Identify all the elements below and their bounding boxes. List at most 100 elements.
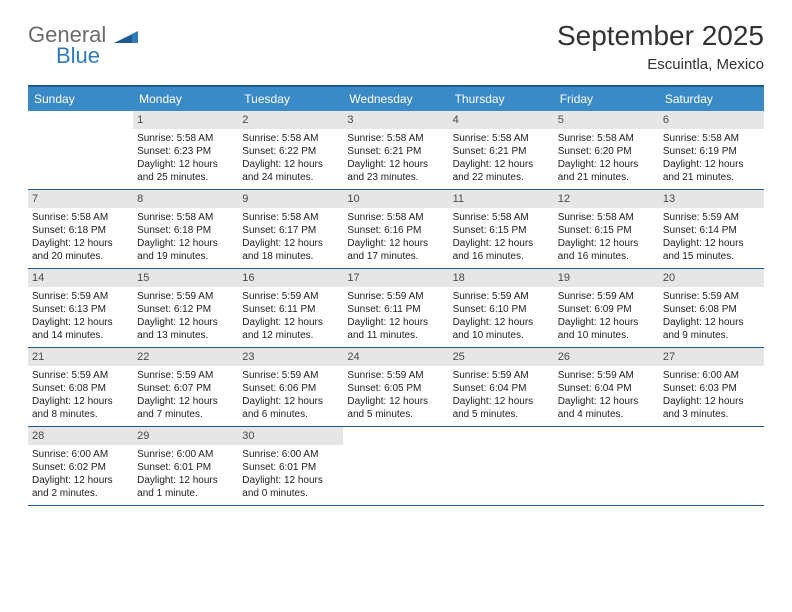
daylight-line: Daylight: 12 hours and 16 minutes. (558, 237, 655, 263)
sunset-line: Sunset: 6:13 PM (32, 303, 129, 316)
day-cell: 15Sunrise: 5:59 AMSunset: 6:12 PMDayligh… (133, 269, 238, 347)
daylight-line: Daylight: 12 hours and 12 minutes. (242, 316, 339, 342)
day-cell: 30Sunrise: 6:00 AMSunset: 6:01 PMDayligh… (238, 427, 343, 505)
daylight-line: Daylight: 12 hours and 16 minutes. (453, 237, 550, 263)
day-number (659, 427, 764, 445)
sunrise-line: Sunrise: 5:59 AM (32, 369, 129, 382)
day-content: Sunrise: 5:58 AMSunset: 6:18 PMDaylight:… (28, 208, 133, 267)
daylight-line: Daylight: 12 hours and 22 minutes. (453, 158, 550, 184)
day-cell: 25Sunrise: 5:59 AMSunset: 6:04 PMDayligh… (449, 348, 554, 426)
day-cell (343, 427, 448, 505)
day-content: Sunrise: 5:59 AMSunset: 6:11 PMDaylight:… (343, 287, 448, 346)
sunset-line: Sunset: 6:19 PM (663, 145, 760, 158)
daylight-line: Daylight: 12 hours and 20 minutes. (32, 237, 129, 263)
sunset-line: Sunset: 6:23 PM (137, 145, 234, 158)
day-cell: 19Sunrise: 5:59 AMSunset: 6:09 PMDayligh… (554, 269, 659, 347)
day-cell: 23Sunrise: 5:59 AMSunset: 6:06 PMDayligh… (238, 348, 343, 426)
sunrise-line: Sunrise: 5:59 AM (347, 369, 444, 382)
calendar-page: General Blue September 2025 Escuintla, M… (0, 0, 792, 526)
sunrise-line: Sunrise: 5:59 AM (137, 290, 234, 303)
day-content: Sunrise: 5:59 AMSunset: 6:08 PMDaylight:… (659, 287, 764, 346)
day-number: 19 (554, 269, 659, 287)
sunrise-line: Sunrise: 5:58 AM (558, 132, 655, 145)
day-number: 25 (449, 348, 554, 366)
day-cell: 28Sunrise: 6:00 AMSunset: 6:02 PMDayligh… (28, 427, 133, 505)
day-number (343, 427, 448, 445)
sunrise-line: Sunrise: 6:00 AM (242, 448, 339, 461)
day-cell (449, 427, 554, 505)
day-cell: 6Sunrise: 5:58 AMSunset: 6:19 PMDaylight… (659, 111, 764, 189)
day-content: Sunrise: 5:58 AMSunset: 6:19 PMDaylight:… (659, 129, 764, 188)
day-number: 30 (238, 427, 343, 445)
day-number: 29 (133, 427, 238, 445)
week-row: 14Sunrise: 5:59 AMSunset: 6:13 PMDayligh… (28, 269, 764, 348)
day-number: 15 (133, 269, 238, 287)
day-number: 8 (133, 190, 238, 208)
sunrise-line: Sunrise: 6:00 AM (663, 369, 760, 382)
day-cell: 26Sunrise: 5:59 AMSunset: 6:04 PMDayligh… (554, 348, 659, 426)
day-content: Sunrise: 5:59 AMSunset: 6:05 PMDaylight:… (343, 366, 448, 425)
daylight-line: Daylight: 12 hours and 0 minutes. (242, 474, 339, 500)
week-row: 21Sunrise: 5:59 AMSunset: 6:08 PMDayligh… (28, 348, 764, 427)
day-number: 23 (238, 348, 343, 366)
sunrise-line: Sunrise: 5:58 AM (453, 132, 550, 145)
day-cell: 21Sunrise: 5:59 AMSunset: 6:08 PMDayligh… (28, 348, 133, 426)
day-cell: 17Sunrise: 5:59 AMSunset: 6:11 PMDayligh… (343, 269, 448, 347)
day-number: 13 (659, 190, 764, 208)
day-cell: 4Sunrise: 5:58 AMSunset: 6:21 PMDaylight… (449, 111, 554, 189)
day-number: 5 (554, 111, 659, 129)
daylight-line: Daylight: 12 hours and 13 minutes. (137, 316, 234, 342)
day-number: 3 (343, 111, 448, 129)
day-number: 11 (449, 190, 554, 208)
daylight-line: Daylight: 12 hours and 14 minutes. (32, 316, 129, 342)
day-cell: 29Sunrise: 6:00 AMSunset: 6:01 PMDayligh… (133, 427, 238, 505)
location: Escuintla, Mexico (557, 56, 764, 73)
day-content: Sunrise: 5:58 AMSunset: 6:21 PMDaylight:… (449, 129, 554, 188)
day-number: 18 (449, 269, 554, 287)
day-cell: 24Sunrise: 5:59 AMSunset: 6:05 PMDayligh… (343, 348, 448, 426)
day-cell: 27Sunrise: 6:00 AMSunset: 6:03 PMDayligh… (659, 348, 764, 426)
daylight-line: Daylight: 12 hours and 21 minutes. (663, 158, 760, 184)
title-block: September 2025 Escuintla, Mexico (557, 20, 764, 73)
day-content: Sunrise: 5:58 AMSunset: 6:23 PMDaylight:… (133, 129, 238, 188)
day-content: Sunrise: 5:58 AMSunset: 6:21 PMDaylight:… (343, 129, 448, 188)
brand-logo: General Blue (28, 20, 138, 67)
day-content: Sunrise: 5:58 AMSunset: 6:16 PMDaylight:… (343, 208, 448, 267)
sunrise-line: Sunrise: 5:59 AM (558, 369, 655, 382)
sunrise-line: Sunrise: 5:58 AM (32, 211, 129, 224)
sunset-line: Sunset: 6:05 PM (347, 382, 444, 395)
daylight-line: Daylight: 12 hours and 1 minute. (137, 474, 234, 500)
day-content: Sunrise: 5:59 AMSunset: 6:09 PMDaylight:… (554, 287, 659, 346)
day-number: 17 (343, 269, 448, 287)
sunset-line: Sunset: 6:18 PM (32, 224, 129, 237)
day-number: 1 (133, 111, 238, 129)
sunrise-line: Sunrise: 5:59 AM (663, 290, 760, 303)
header: General Blue September 2025 Escuintla, M… (28, 20, 764, 73)
sunset-line: Sunset: 6:04 PM (558, 382, 655, 395)
weekday-header: Saturday (659, 87, 764, 111)
day-content: Sunrise: 6:00 AMSunset: 6:02 PMDaylight:… (28, 445, 133, 504)
day-content: Sunrise: 5:59 AMSunset: 6:12 PMDaylight:… (133, 287, 238, 346)
daylight-line: Daylight: 12 hours and 7 minutes. (137, 395, 234, 421)
sunset-line: Sunset: 6:04 PM (453, 382, 550, 395)
day-number: 14 (28, 269, 133, 287)
sunrise-line: Sunrise: 5:58 AM (558, 211, 655, 224)
day-number (28, 111, 133, 129)
day-number: 28 (28, 427, 133, 445)
sunset-line: Sunset: 6:01 PM (137, 461, 234, 474)
sunset-line: Sunset: 6:21 PM (347, 145, 444, 158)
sunrise-line: Sunrise: 5:58 AM (347, 211, 444, 224)
day-cell: 10Sunrise: 5:58 AMSunset: 6:16 PMDayligh… (343, 190, 448, 268)
weekday-header: Friday (554, 87, 659, 111)
sunset-line: Sunset: 6:11 PM (242, 303, 339, 316)
calendar: Sunday Monday Tuesday Wednesday Thursday… (28, 85, 764, 506)
daylight-line: Daylight: 12 hours and 11 minutes. (347, 316, 444, 342)
weeks-container: 1Sunrise: 5:58 AMSunset: 6:23 PMDaylight… (28, 111, 764, 506)
day-content: Sunrise: 5:59 AMSunset: 6:14 PMDaylight:… (659, 208, 764, 267)
daylight-line: Daylight: 12 hours and 2 minutes. (32, 474, 129, 500)
sunrise-line: Sunrise: 5:59 AM (453, 369, 550, 382)
day-number: 9 (238, 190, 343, 208)
weekday-header-row: Sunday Monday Tuesday Wednesday Thursday… (28, 87, 764, 111)
day-content: Sunrise: 5:58 AMSunset: 6:17 PMDaylight:… (238, 208, 343, 267)
sunrise-line: Sunrise: 5:58 AM (137, 211, 234, 224)
